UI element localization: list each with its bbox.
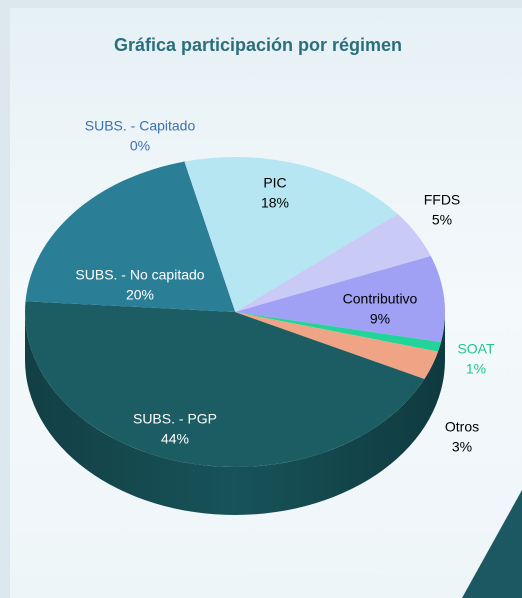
slice-label: SOAT xyxy=(457,341,495,357)
pie-slice xyxy=(25,161,235,312)
slice-value-label: 3% xyxy=(452,439,472,455)
slice-value-label: 9% xyxy=(370,311,390,327)
pie-slice xyxy=(235,255,445,343)
decoration xyxy=(462,490,522,598)
pie-slice xyxy=(235,312,439,379)
slice-label: PIC xyxy=(263,175,286,191)
slice-label: SUBS. - Capitado xyxy=(85,118,196,134)
slice-value-label: 44% xyxy=(161,431,189,447)
pie-slice xyxy=(235,312,442,352)
slice-label: Contributivo xyxy=(343,291,418,307)
chart-title: Gráfica participación por régimen xyxy=(114,35,402,55)
pie-slice xyxy=(235,214,431,312)
slice-value-label: 5% xyxy=(432,212,452,228)
slice-label: Otros xyxy=(445,419,479,435)
slice-value-label: 18% xyxy=(261,195,289,211)
slice-value-label: 20% xyxy=(126,287,154,303)
slice-label: SUBS. - No capitado xyxy=(75,267,204,283)
pie-slice xyxy=(184,157,398,312)
slice-label: SUBS. - PGP xyxy=(133,411,217,427)
pie-slice xyxy=(24,301,425,468)
slice-value-label: 0% xyxy=(130,138,150,154)
slice-value-label: 1% xyxy=(466,361,486,377)
slice-label: FFDS xyxy=(424,192,461,208)
pie-side xyxy=(25,312,445,515)
